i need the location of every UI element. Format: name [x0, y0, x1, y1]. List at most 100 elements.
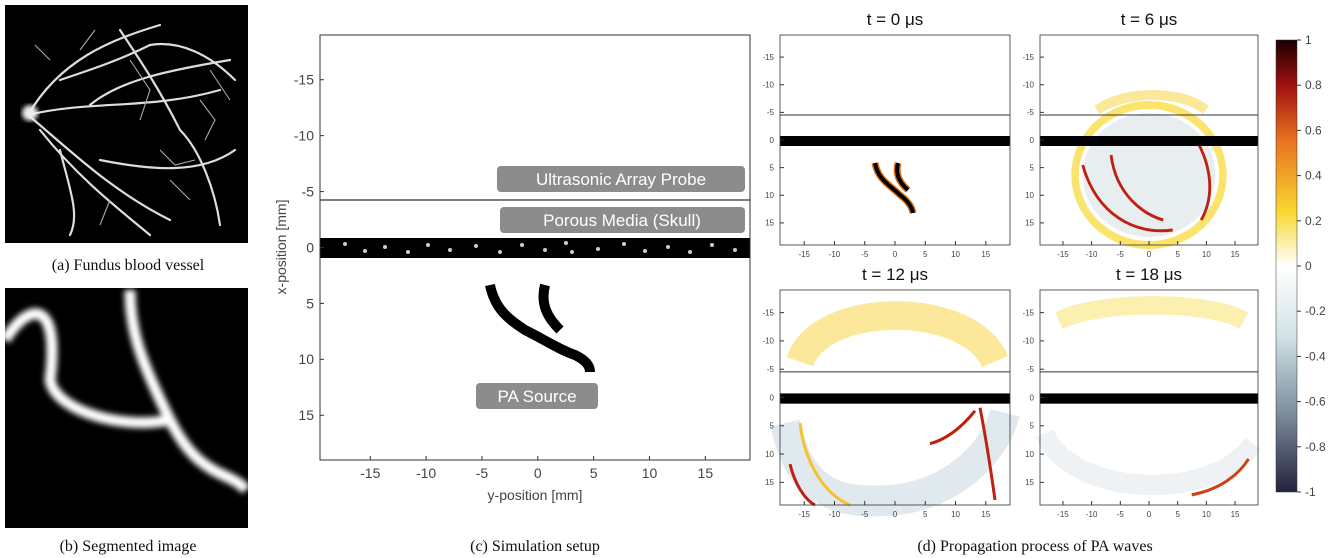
x-tick-label: 5	[1175, 510, 1180, 519]
simulation-domain	[319, 34, 751, 461]
y-tick-label: -10	[1022, 337, 1034, 346]
y-tick-label: 5	[770, 163, 775, 172]
x-tick-label: -15	[360, 465, 380, 481]
y-tick-label: 15	[1025, 219, 1034, 228]
x-tick-label: -15	[1057, 510, 1069, 519]
x-tick-label: 10	[1202, 510, 1211, 519]
subplot-title: t = 6 μs	[1121, 10, 1178, 29]
annotation: Porous Media (Skull)	[543, 211, 701, 230]
x-tick-label: -5	[1117, 510, 1125, 519]
x-tick-label: 0	[893, 250, 898, 259]
x-tick-label: 15	[981, 250, 990, 259]
x-tick-label: 10	[951, 510, 960, 519]
y-tick-label: -15	[762, 308, 774, 317]
y-tick-label: -5	[767, 365, 775, 374]
x-tick-label: -5	[861, 510, 869, 519]
y-tick-label: 15	[298, 407, 314, 423]
colorbar-tick-label: 0.8	[1305, 78, 1322, 92]
colorbar-tick-label: -0.4	[1305, 349, 1326, 363]
caption: (d) Propagation process of PA waves	[917, 538, 1152, 555]
segmented-image	[0, 288, 251, 528]
y-tick-label: 0	[770, 136, 775, 145]
x-tick-label: -10	[829, 250, 841, 259]
x-tick-label: -15	[798, 250, 810, 259]
y-tick-label: 0	[1030, 393, 1035, 402]
x-tick-label: 10	[1202, 250, 1211, 259]
x-tick-label: 0	[1147, 250, 1152, 259]
x-tick-label: -5	[861, 250, 869, 259]
x-tick-label: -10	[1086, 250, 1098, 259]
y-tick-label: 5	[1030, 163, 1035, 172]
x-tick-label: -10	[416, 465, 436, 481]
colorbar-tick-label: 1	[1305, 33, 1312, 47]
x-tick-label: -10	[1086, 510, 1098, 519]
x-tick-label: 15	[698, 465, 714, 481]
x-axis-label: y-position [mm]	[488, 487, 583, 503]
y-tick-label: 10	[298, 351, 314, 367]
x-tick-label: 10	[951, 250, 960, 259]
colorbar	[1275, 39, 1298, 493]
x-tick-label: 15	[981, 510, 990, 519]
wave-field	[780, 35, 1010, 245]
colorbar-tick-label: -0.2	[1305, 304, 1326, 318]
y-tick-label: 0	[306, 239, 314, 255]
y-tick-label: 15	[765, 478, 774, 487]
x-tick-label: -5	[1117, 250, 1125, 259]
y-tick-label: 5	[306, 295, 314, 311]
subplot-title: t = 0 μs	[867, 10, 924, 29]
colorbar-tick-label: 0	[1305, 259, 1312, 273]
y-tick-label: 10	[765, 450, 774, 459]
y-tick-label: -15	[294, 72, 314, 88]
x-tick-label: 5	[923, 250, 928, 259]
y-tick-label: 15	[765, 219, 774, 228]
y-tick-label: 10	[1025, 191, 1034, 200]
y-tick-label: -15	[762, 53, 774, 62]
y-tick-label: 0	[770, 393, 775, 402]
x-tick-label: 5	[923, 510, 928, 519]
colorbar-tick-label: 0.6	[1305, 123, 1322, 137]
caption: (c) Simulation setup	[470, 538, 600, 555]
y-tick-label: 10	[765, 191, 774, 200]
y-axis-label: x-position [mm]	[273, 200, 289, 295]
wave-field	[1040, 35, 1259, 249]
colorbar-tick-label: -0.6	[1305, 395, 1326, 409]
y-tick-label: -5	[302, 183, 315, 199]
subplot-title: t = 12 μs	[862, 265, 928, 284]
x-tick-label: 0	[534, 465, 542, 481]
y-tick-label: 10	[1025, 450, 1034, 459]
x-tick-label: 0	[893, 510, 898, 519]
colorbar-tick-label: -0.8	[1305, 440, 1326, 454]
caption: (a) Fundus blood vessel	[52, 257, 205, 274]
y-tick-label: 5	[1030, 422, 1035, 431]
colorbar-tick-label: -1	[1305, 485, 1316, 499]
annotation: Ultrasonic Array Probe	[536, 170, 706, 189]
wave-field	[1035, 290, 1261, 506]
y-tick-label: -10	[294, 128, 314, 144]
fundus-image	[5, 5, 248, 243]
x-tick-label: 5	[1175, 250, 1180, 259]
subplot-title: t = 18 μs	[1116, 265, 1182, 284]
annotation: PA Source	[497, 387, 576, 406]
wave-field	[770, 290, 1020, 517]
x-tick-label: -10	[829, 510, 841, 519]
x-tick-label: -15	[798, 510, 810, 519]
x-tick-label: 15	[1231, 250, 1240, 259]
y-tick-label: -5	[767, 108, 775, 117]
colorbar-tick-label: 0.2	[1305, 214, 1322, 228]
y-tick-label: 5	[770, 422, 775, 431]
x-tick-label: 0	[1147, 510, 1152, 519]
y-tick-label: -5	[1027, 108, 1035, 117]
y-tick-label: -15	[1022, 308, 1034, 317]
y-tick-label: -10	[762, 337, 774, 346]
x-tick-label: 5	[590, 465, 598, 481]
y-tick-label: 0	[1030, 136, 1035, 145]
y-tick-label: -5	[1027, 365, 1035, 374]
y-tick-label: 15	[1025, 478, 1034, 487]
x-tick-label: 15	[1231, 510, 1240, 519]
x-tick-label: -15	[1057, 250, 1069, 259]
x-tick-label: 10	[642, 465, 658, 481]
caption: (b) Segmented image	[60, 538, 197, 555]
y-tick-label: -10	[1022, 81, 1034, 90]
y-tick-label: -10	[762, 81, 774, 90]
